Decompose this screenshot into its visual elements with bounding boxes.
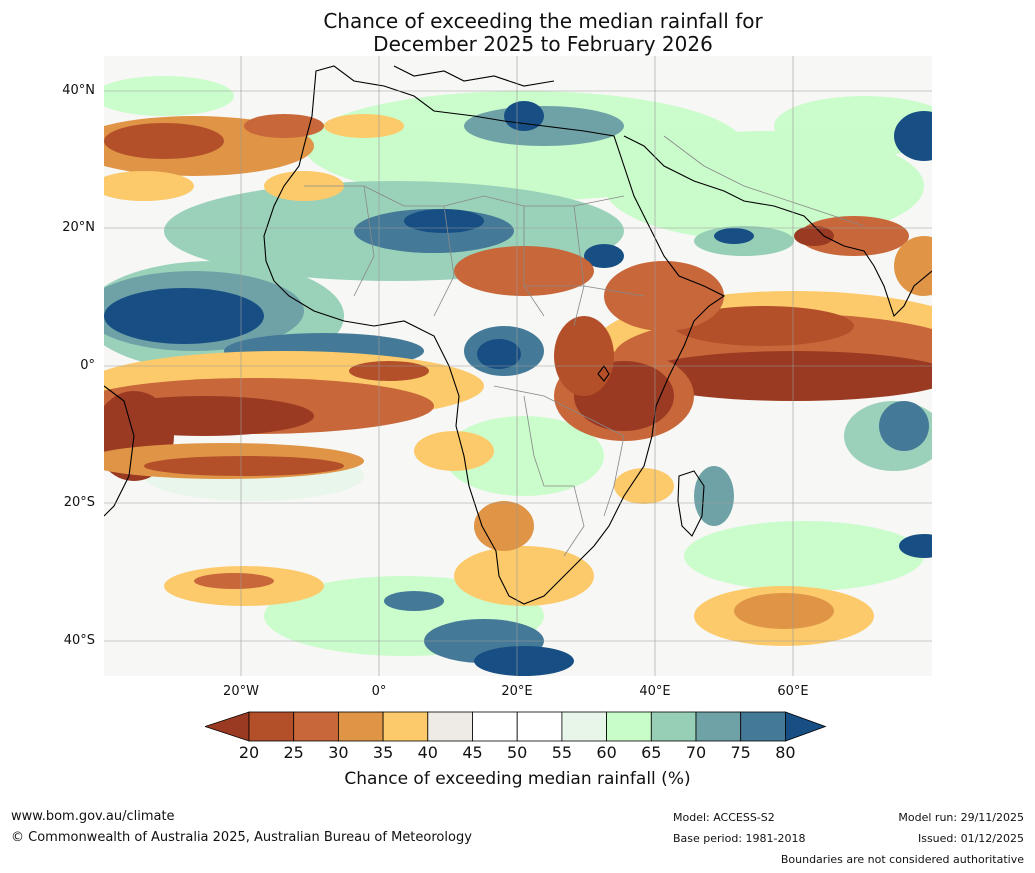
- colorbar-swatch: [293, 711, 339, 742]
- rainfall-map: [104, 56, 932, 676]
- colorbar-swatch: [740, 711, 786, 742]
- map-title-line2: December 2025 to February 2026: [373, 32, 713, 56]
- colorbar-swatch: [695, 711, 742, 742]
- colorbar-swatch: [472, 711, 518, 742]
- lat-label-20n: 20°N: [62, 220, 95, 235]
- colorbar-tick-label: 50: [507, 743, 528, 762]
- lat-label-40n: 40°N: [62, 83, 95, 98]
- lat-label-20s: 20°S: [63, 495, 95, 510]
- footer-disclaimer: Boundaries are not considered authoritat…: [780, 853, 1024, 866]
- lon-label-0: 0°: [371, 684, 387, 699]
- colorbar-tick-label: 40: [417, 743, 438, 762]
- footer-model: Model: ACCESS-S2: [673, 811, 775, 824]
- footer-copyright: © Commonwealth of Australia 2025, Austra…: [11, 830, 472, 845]
- map-title: Chance of exceeding the median rainfall …: [0, 10, 1035, 56]
- colorbar-swatches: [203, 711, 827, 742]
- colorbar-tick-label: 70: [685, 743, 707, 762]
- rainfall-map-canvas: [104, 56, 932, 676]
- map-title-line1: Chance of exceeding the median rainfall …: [323, 9, 763, 33]
- colorbar-tick-label: 65: [641, 743, 662, 762]
- colorbar-swatch: [248, 711, 295, 742]
- colorbar-tick-label: 55: [551, 743, 573, 762]
- footer-website: www.bom.gov.au/climate: [11, 809, 175, 824]
- colorbar-tick-label: 80: [775, 743, 796, 762]
- footer-base-period: Base period: 1981-2018: [673, 832, 806, 845]
- lon-label-60e: 60°E: [777, 684, 809, 699]
- colorbar-tick-label: 45: [462, 743, 483, 762]
- colorbar-swatch: [516, 711, 563, 742]
- lon-label-20w: 20°W: [223, 684, 259, 699]
- colorbar: [203, 710, 830, 748]
- colorbar-tick-label: 75: [730, 743, 751, 762]
- colorbar-label: Chance of exceeding median rainfall (%): [344, 769, 691, 789]
- colorbar-swatch: [382, 711, 429, 742]
- colorbar-tick-label: 30: [328, 743, 349, 762]
- colorbar-swatch: [650, 711, 697, 742]
- coastlines: [104, 65, 932, 605]
- lat-label-40s: 40°S: [63, 633, 95, 648]
- colorbar-tick-label: 25: [283, 743, 304, 762]
- colorbar-swatch: [427, 711, 473, 742]
- colorbar-swatch: [561, 711, 607, 742]
- colorbar-tick-label: 60: [596, 743, 617, 762]
- colorbar-tick-label: 20: [238, 743, 260, 762]
- dry-regions: [104, 114, 932, 646]
- colorbar-tick-label: 35: [372, 743, 394, 762]
- footer-model-run: Model run: 29/11/2025: [898, 811, 1024, 824]
- lon-label-40e: 40°E: [639, 684, 671, 699]
- lon-label-20e: 20°E: [501, 684, 533, 699]
- country-borders: [304, 135, 865, 557]
- colorbar-swatch: [337, 711, 384, 742]
- graticule: [104, 56, 932, 676]
- lat-label-equator: 0°: [80, 358, 95, 373]
- colorbar-arrow-low: [203, 711, 250, 742]
- colorbar-swatch: [606, 711, 652, 742]
- footer-issued: Issued: 01/12/2025: [917, 832, 1024, 845]
- colorbar-arrow-high: [785, 711, 827, 742]
